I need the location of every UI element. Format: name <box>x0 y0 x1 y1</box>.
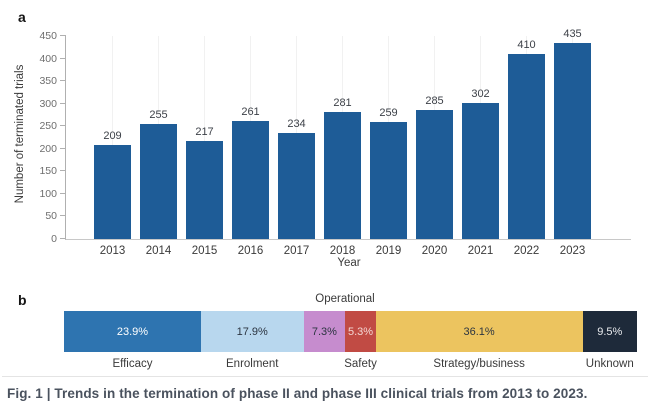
y-axis-tick <box>60 238 66 239</box>
y-axis-tick <box>60 57 66 59</box>
bar-value-label: 285 <box>425 95 444 108</box>
x-axis-tick-label-2018: 2018 <box>329 245 356 257</box>
segment-efficacy: 23.9% <box>64 311 201 352</box>
y-axis-tick-label: 300 <box>39 97 57 110</box>
termination-reasons-stacked-bar: 23.9% 17.9% 7.3% 5.3% 36.1% 9.5% <box>64 311 637 352</box>
segment-label-efficacy: Efficacy <box>112 358 153 370</box>
x-axis-tick-label-2013: 2013 <box>99 245 126 257</box>
bar-value-label: 217 <box>195 126 214 139</box>
bar-2019: 259 <box>370 107 407 239</box>
segment-label-enrolment: Enrolment <box>226 358 279 370</box>
segment-unknown: 9.5% <box>582 311 637 352</box>
segment-enrolment: 17.9% <box>200 311 304 352</box>
x-axis-tick-label-2014: 2014 <box>145 245 172 257</box>
y-axis-tick <box>60 35 66 36</box>
y-axis-tick <box>60 215 66 217</box>
segment-label-unknown: Unknown <box>585 358 634 370</box>
gridline <box>204 36 205 239</box>
y-axis-tick-label: 200 <box>39 142 57 155</box>
panel-b-label: b <box>18 292 27 308</box>
segment-operational: 7.3% <box>303 311 346 352</box>
caption-divider <box>2 376 648 377</box>
panel-a-label: a <box>18 9 26 25</box>
y-axis-tick-label: 50 <box>45 210 57 223</box>
bar-value-label: 261 <box>241 106 260 119</box>
y-axis-tick <box>60 147 66 149</box>
bar-value-label: 435 <box>563 27 582 40</box>
bar-2023: 435 <box>554 28 591 239</box>
bar-2016: 261 <box>232 106 269 239</box>
segment-label-strategy-business: Strategy/business <box>433 358 525 370</box>
x-axis-tick-label-2015: 2015 <box>191 245 218 257</box>
x-axis-tick-label-2021: 2021 <box>467 245 494 257</box>
operational-segment-label: Operational <box>315 293 375 305</box>
bar-value-label: 259 <box>379 107 398 120</box>
x-axis-title: Year <box>337 257 361 269</box>
y-axis-tick-label: 450 <box>39 30 57 42</box>
y-axis-tick <box>60 125 66 127</box>
bar-2020: 285 <box>416 95 453 239</box>
bar-2018: 281 <box>324 97 361 239</box>
bar-value-label: 281 <box>333 97 352 110</box>
bar-value-label: 234 <box>287 118 306 131</box>
segment-strategy-business: 36.1% <box>375 311 583 352</box>
bar-2014: 255 <box>140 109 177 239</box>
bar-2013: 209 <box>94 130 131 239</box>
bar-2015: 217 <box>186 126 223 239</box>
bar-2022: 410 <box>508 39 545 239</box>
bar-2017: 234 <box>278 118 315 239</box>
y-axis-tick-label: 350 <box>39 75 57 88</box>
y-axis-tick-label: 250 <box>39 120 57 133</box>
x-axis-tick-label-2019: 2019 <box>375 245 402 257</box>
y-axis-tick-label: 400 <box>39 52 57 65</box>
x-axis-tick-label-2023: 2023 <box>559 245 586 257</box>
y-axis-title: Number of terminated trials <box>14 64 26 204</box>
y-axis-tick-label: 100 <box>39 187 57 200</box>
segment-label-safety: Safety <box>344 358 377 370</box>
x-axis-tick-label-2022: 2022 <box>513 245 540 257</box>
bar-2021: 302 <box>462 88 499 239</box>
figure-caption: Fig. 1 | Trends in the termination of ph… <box>7 386 588 401</box>
y-axis-tick <box>60 102 66 104</box>
y-axis-tick-label: 0 <box>51 233 57 245</box>
segment-safety: 5.3% <box>345 311 376 352</box>
x-axis-tick-label-2016: 2016 <box>237 245 264 257</box>
x-axis-tick-label-2020: 2020 <box>421 245 448 257</box>
bar-value-label: 410 <box>517 39 536 52</box>
bar-value-label: 302 <box>471 87 490 100</box>
x-axis-tick-label-2017: 2017 <box>283 245 310 257</box>
y-axis-tick-label: 150 <box>39 165 57 178</box>
y-axis-tick <box>60 192 66 194</box>
y-axis-tick <box>60 170 66 172</box>
bar-value-label: 209 <box>103 129 122 142</box>
gridline <box>112 36 113 239</box>
bar-value-label: 255 <box>149 108 168 121</box>
terminated-trials-bar-chart: 0 50 100 150 200 250 300 350 400 450 209 2013 255 201… <box>39 28 631 257</box>
y-axis-tick <box>60 80 66 82</box>
